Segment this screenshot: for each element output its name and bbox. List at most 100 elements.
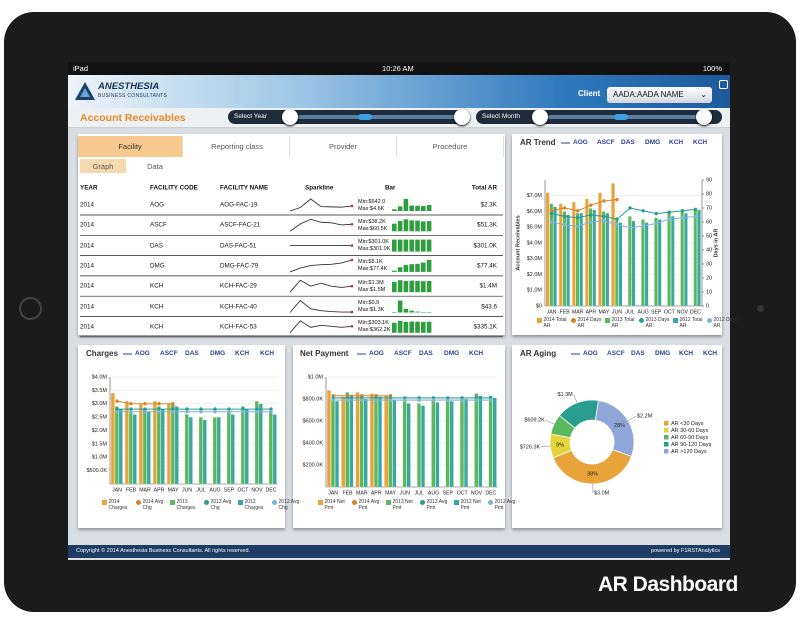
- cell-name: AOG-FAC-19: [220, 201, 258, 209]
- legend-item: 2013 Days AR: [639, 317, 673, 329]
- legend-label: 2012 Days AR: [713, 317, 738, 329]
- legend-item: 2012 Avg Chg: [272, 499, 306, 511]
- filter-chip[interactable]: KCH: [235, 350, 250, 357]
- powered-by: powered by F1RSTAnalytics: [651, 548, 720, 554]
- filter-chip[interactable]: KCH: [469, 350, 484, 357]
- home-button[interactable]: [19, 297, 42, 320]
- cell-name: ASCF-FAC-21: [220, 221, 261, 229]
- legend-label: 2014 Days AR: [577, 317, 602, 329]
- legend-swatch: [170, 500, 175, 505]
- cell-max: Max:$362.2K: [358, 327, 391, 334]
- legend-label: 2013 Days AR: [645, 317, 670, 329]
- filter-chip[interactable]: ASCF: [607, 350, 625, 357]
- filter-chip[interactable]: KCH: [693, 139, 708, 146]
- slider-knob[interactable]: [454, 109, 470, 125]
- slider-knob[interactable]: [282, 109, 298, 125]
- filter-chip[interactable]: AOG: [135, 350, 150, 357]
- legend-swatch: [707, 318, 712, 323]
- legend-label: 2013 Charges: [176, 499, 196, 511]
- cell-max: Max:$1.5M: [358, 286, 386, 293]
- legend: 2014 Total AR 2014 Days AR 2013 Total AR 20…: [537, 317, 741, 329]
- legend-item: 2012 Total AR: [673, 317, 707, 329]
- cell-min: Min:$642.0: [358, 198, 386, 205]
- filter-chip[interactable]: ASCF: [597, 139, 615, 146]
- month-slider[interactable]: Select Month: [476, 109, 722, 125]
- filter-chip[interactable]: DAS: [419, 350, 433, 357]
- tab[interactable]: Reporting class: [185, 136, 290, 157]
- cell-max: Max:$4.6K: [358, 205, 385, 212]
- filter-chip[interactable]: DMG: [210, 350, 226, 357]
- cell-code: DMG: [150, 262, 165, 270]
- cell-total: $335.1K: [473, 323, 497, 331]
- legend-item: 2012 Avg Pmt: [488, 499, 522, 511]
- cell-name: KCH-FAC-53: [220, 323, 257, 331]
- legend-label: 2013 Net Pmt: [392, 499, 413, 511]
- cell-max: Max:$301.0K: [358, 246, 391, 253]
- slider-range: [358, 114, 372, 120]
- subtab[interactable]: Data: [147, 161, 163, 171]
- filter-chip[interactable]: ASCF: [160, 350, 178, 357]
- device: iPad: [73, 64, 89, 73]
- filter-chip[interactable]: DAS: [185, 350, 199, 357]
- filter-chip[interactable]: DAS: [621, 139, 635, 146]
- cell-min: Min:$1.3M: [358, 279, 384, 286]
- legend-swatch: [102, 500, 107, 505]
- cell-total: $77.4K: [477, 262, 497, 270]
- legend-swatch: [420, 500, 425, 505]
- cell-code: KCH: [150, 323, 164, 331]
- copyright: Copyright © 2014 Anesthesia Business Con…: [76, 548, 251, 554]
- filter-chip[interactable]: KCH: [679, 350, 694, 357]
- cell-code: AOG: [150, 201, 164, 209]
- ar-trend-panel: [512, 134, 722, 335]
- slider-track: [548, 115, 708, 119]
- cell-name: DMG-FAC-79: [220, 262, 259, 270]
- slider-label: Select Year: [234, 113, 267, 120]
- filter-chip[interactable]: KCH: [703, 350, 718, 357]
- cell-code: DAS: [150, 242, 163, 250]
- filter-chip[interactable]: DMG: [444, 350, 460, 357]
- filter-chip[interactable]: DAS: [631, 350, 645, 357]
- slider-knob[interactable]: [532, 109, 548, 125]
- cell-min: Min:$8.1K: [358, 259, 383, 266]
- legend-label: 2014 Avg Pmt: [358, 499, 380, 511]
- legend-label: 2014 Total AR: [543, 317, 567, 329]
- legend-item: 2013 Net Pmt: [386, 499, 420, 511]
- legend-swatch: [673, 318, 678, 323]
- legend-item: 2014 Avg Chg: [136, 499, 170, 511]
- legend-label: 2012 Charges: [244, 499, 264, 511]
- tab[interactable]: Procedure: [397, 136, 504, 157]
- column-header: YEAR: [80, 184, 98, 192]
- logo-title: ANESTHESIA: [98, 81, 160, 92]
- slider-knob[interactable]: [696, 109, 712, 125]
- cell-name: KCH-FAC-29: [220, 282, 257, 290]
- battery: 100%: [702, 64, 722, 73]
- legend-swatch: [352, 500, 357, 505]
- cell-total: $43.6: [481, 303, 497, 310]
- filter-chip[interactable]: AOG: [583, 350, 598, 357]
- filter-chip[interactable]: KCH: [669, 139, 684, 146]
- filter-chip[interactable]: KCH: [260, 350, 275, 357]
- filter-chip[interactable]: DMG: [645, 139, 661, 146]
- menu-icon[interactable]: [719, 80, 728, 89]
- legend-swatch: [639, 318, 644, 323]
- cell-min: Min:$38.2K: [358, 218, 386, 225]
- filter-chip[interactable]: ASCF: [394, 350, 412, 357]
- tab[interactable]: Provider: [290, 136, 397, 157]
- legend-swatch: [454, 500, 459, 505]
- app-header: ANESTHESIA BUSINESS CONSULTANTS Client A…: [68, 75, 730, 108]
- client-dropdown[interactable]: AADA:AADA NAME ⌄: [607, 87, 712, 103]
- cell-name: KCH-FAC-40: [220, 303, 257, 310]
- legend-swatch: [204, 500, 209, 505]
- client-value: AADA:AADA NAME: [613, 90, 684, 99]
- year-slider[interactable]: Select Year: [228, 109, 470, 125]
- legend-label: 2014 Charges: [108, 499, 128, 511]
- subtab[interactable]: Graph: [80, 159, 126, 173]
- filter-chip[interactable]: AOG: [369, 350, 384, 357]
- tab[interactable]: Facility: [78, 136, 183, 157]
- filter-chip[interactable]: DMG: [655, 350, 671, 357]
- filter-chip[interactable]: AOG: [573, 139, 588, 146]
- column-header: FACILITY NAME: [220, 184, 269, 192]
- cell-total: $1.4M: [479, 282, 497, 290]
- legend-swatch: [136, 500, 141, 505]
